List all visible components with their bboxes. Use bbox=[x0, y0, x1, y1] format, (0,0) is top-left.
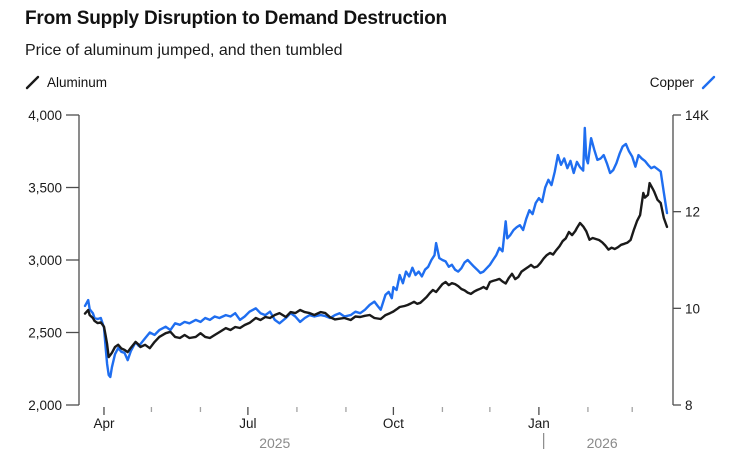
left-axis bbox=[66, 114, 80, 406]
axis-tick-label: 12 bbox=[685, 205, 700, 220]
axis-tick-label: Jul bbox=[239, 416, 256, 431]
legend-copper-label: Copper bbox=[649, 75, 694, 90]
chart-title: From Supply Disruption to Demand Destruc… bbox=[25, 8, 447, 29]
axis-tick-label: 3,500 bbox=[28, 181, 62, 196]
axis-tick-label: 4,000 bbox=[28, 108, 62, 123]
axis-tick-label: 3,000 bbox=[28, 253, 62, 268]
chart-subtitle: Price of aluminum jumped, and then tumbl… bbox=[25, 42, 343, 59]
copper-line-swatch-icon bbox=[701, 75, 716, 90]
axis-tick-label: 14K bbox=[685, 108, 709, 123]
right-axis bbox=[672, 114, 681, 406]
axis-tick-label: Jan bbox=[528, 416, 550, 431]
legend-copper: Copper bbox=[650, 75, 716, 90]
aluminum-series-line bbox=[83, 181, 669, 359]
axis-tick-label: Apr bbox=[93, 416, 115, 431]
aluminum-line-swatch-icon bbox=[25, 75, 40, 90]
legend-aluminum: Aluminum bbox=[25, 75, 107, 90]
year-label: 2025 bbox=[259, 435, 290, 451]
axis-tick-label: 2,500 bbox=[28, 326, 62, 341]
axis-tick-label: 10 bbox=[685, 301, 700, 316]
x-axis bbox=[103, 407, 633, 415]
axis-tick-label: Oct bbox=[383, 416, 404, 431]
axis-tick-label: 2,000 bbox=[28, 398, 62, 413]
legend-aluminum-label: Aluminum bbox=[47, 75, 108, 90]
axis-tick-label: 8 bbox=[685, 398, 693, 413]
copper-series-line bbox=[83, 126, 669, 379]
year-label: 2026 bbox=[587, 435, 618, 451]
